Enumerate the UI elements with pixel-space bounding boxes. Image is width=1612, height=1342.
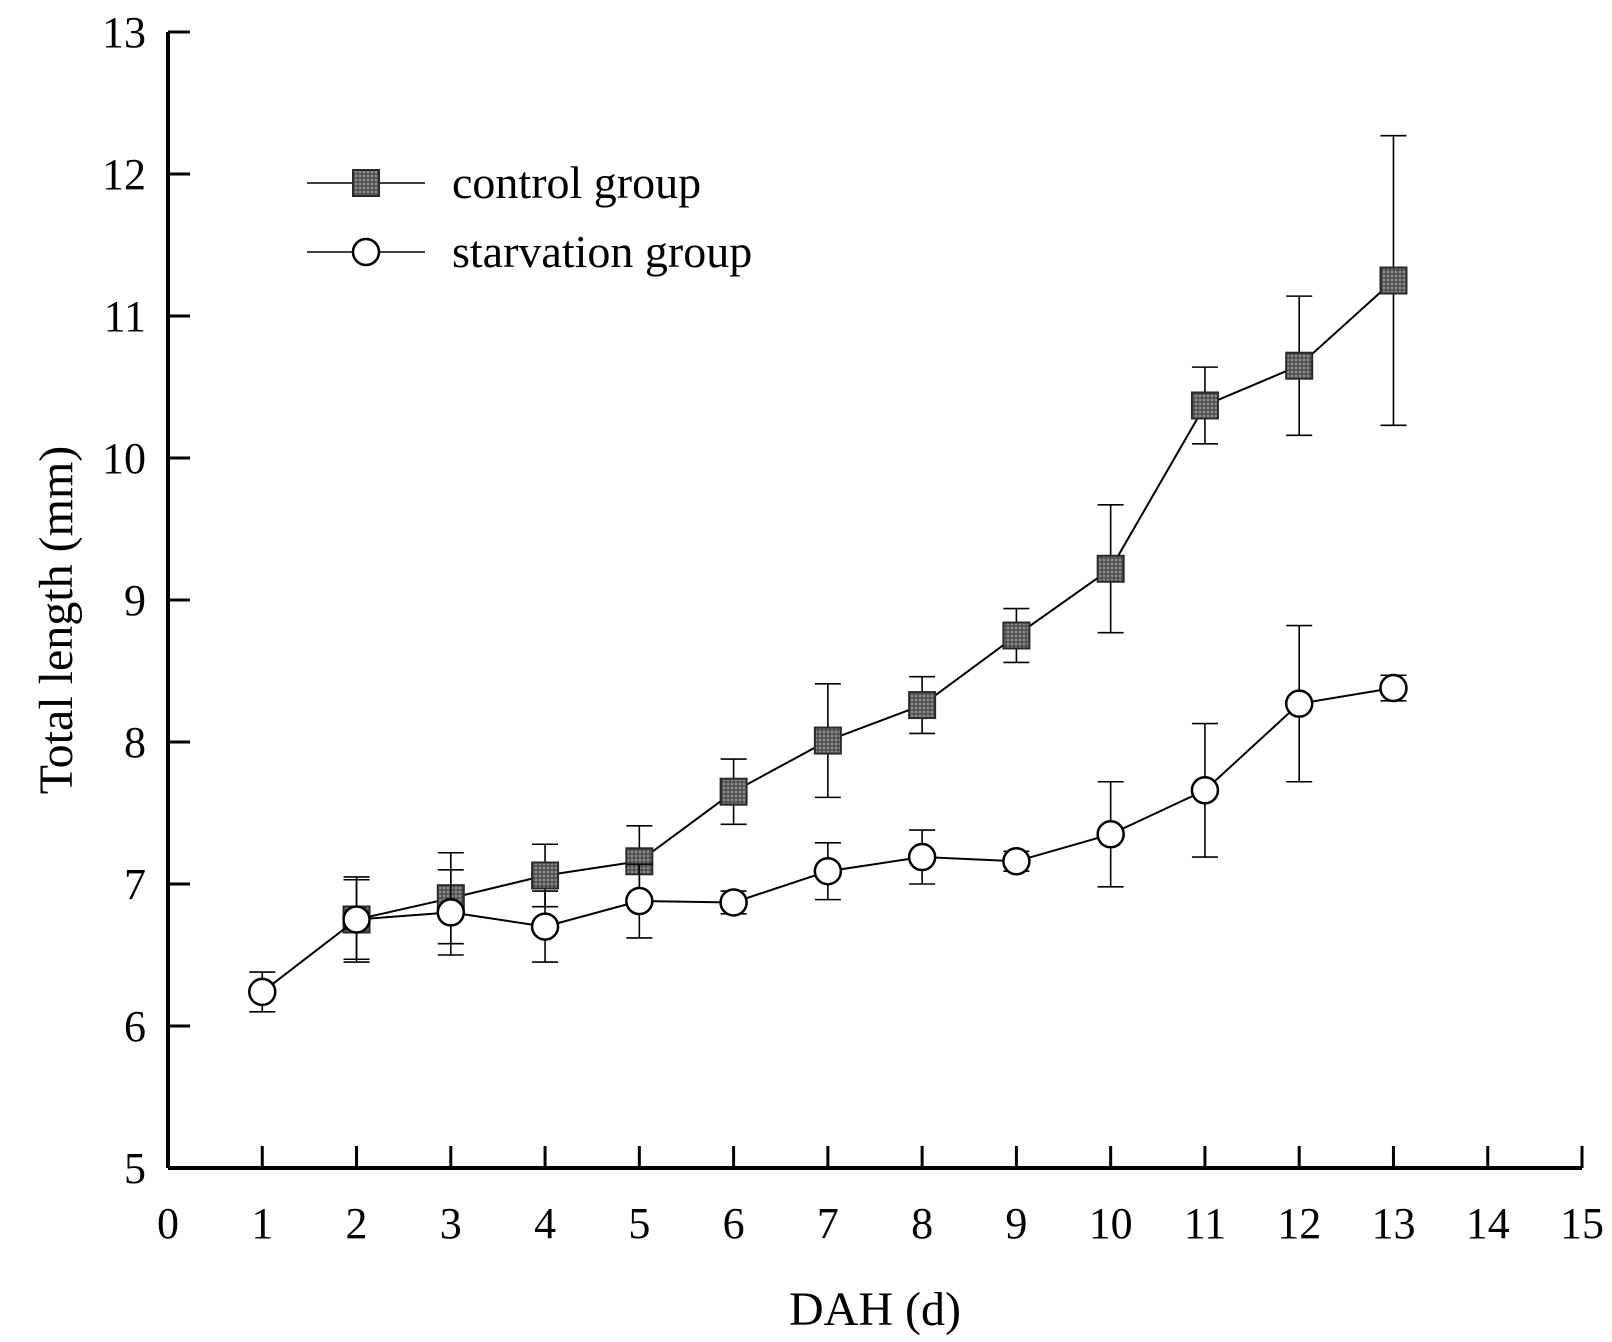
data-point-control-group [908,691,937,720]
data-point-starvation-group [1379,673,1408,703]
series-line-control-group [356,279,1395,921]
x-tick-label: 6 [723,1199,745,1248]
data-point-starvation-group [1284,689,1314,718]
data-point-starvation-group [530,912,560,941]
legend-label-control-group: control group [452,157,701,208]
x-tick-label: 8 [911,1199,933,1248]
data-point-starvation-group [1096,820,1125,849]
data-point-control-group [1379,266,1408,295]
x-tick-label: 2 [346,1199,368,1248]
data-point-control-group [1096,554,1125,583]
series-control-group [342,134,1408,961]
y-tick-label: 13 [102,8,146,57]
data-point-control-group [1002,621,1031,650]
data-point-control-group [813,726,842,755]
data-point-starvation-group [625,886,654,916]
data-point-starvation-group [1002,847,1031,876]
y-tick-label: 11 [104,292,146,341]
y-tick-label: 7 [124,860,146,909]
x-tick-label: 4 [534,1199,556,1248]
legend-marker-starvation-group [351,237,381,267]
data-point-starvation-group [342,905,371,934]
series-layer [248,134,1408,1013]
data-point-control-group [1285,351,1314,380]
data-point-starvation-group [907,842,937,872]
x-tick-label: 10 [1089,1199,1133,1248]
data-point-control-group [531,861,560,890]
x-tick-label: 14 [1466,1199,1510,1248]
data-point-starvation-group [436,898,466,927]
y-tick-label: 10 [102,434,146,483]
legend: control group starvation group [307,157,752,277]
x-tick-label: 12 [1277,1199,1321,1248]
y-tick-label: 6 [124,1002,146,1051]
series-starvation-group [248,624,1408,1013]
y-tick-label: 12 [102,150,146,199]
x-tick-label: 13 [1371,1199,1415,1248]
legend-marker-control-group [352,169,380,197]
y-tick-label: 9 [124,576,146,625]
legend-label-starvation-group: starvation group [452,226,752,277]
x-tick-label: 9 [1005,1199,1027,1248]
y-tick-label: 8 [124,718,146,767]
data-point-starvation-group [248,977,277,1007]
data-point-starvation-group [719,888,748,917]
data-point-starvation-group [813,856,843,886]
x-tick-label: 11 [1184,1199,1226,1248]
data-point-starvation-group [1190,776,1220,805]
data-point-control-group [1190,391,1219,420]
y-axis-title: Total length (mm) [30,446,83,795]
x-tick-label: 3 [440,1199,462,1248]
x-axis-title: DAH (d) [789,1283,961,1336]
x-tick-label: 7 [817,1199,839,1248]
x-tick-label: 5 [628,1199,650,1248]
x-tick-label: 15 [1560,1199,1604,1248]
x-tick-label: 0 [157,1199,179,1248]
y-tick-label: 5 [124,1144,146,1193]
data-point-control-group [719,777,748,806]
x-tick-label: 1 [251,1199,273,1248]
